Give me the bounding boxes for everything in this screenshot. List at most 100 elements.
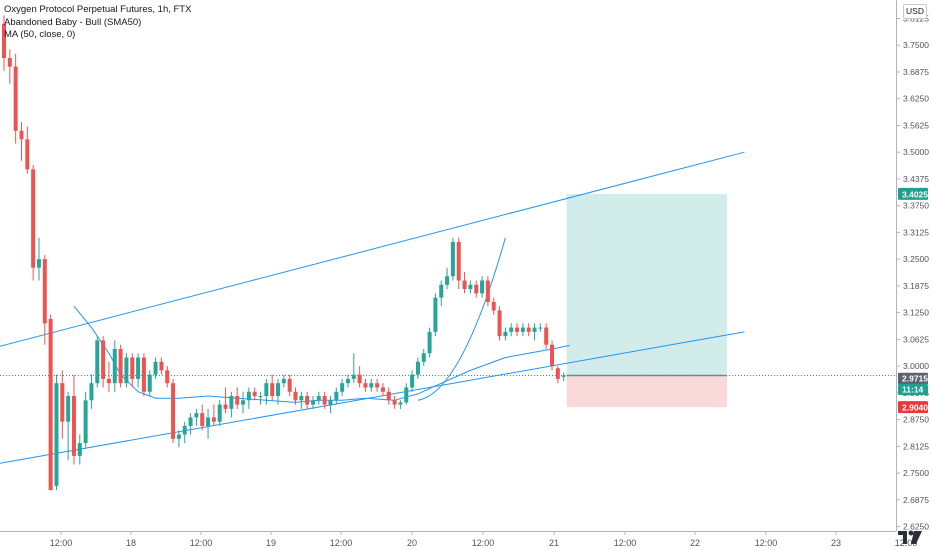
candle[interactable] — [31, 165, 36, 281]
candle[interactable] — [246, 387, 251, 409]
candle[interactable] — [445, 267, 450, 290]
candle[interactable] — [456, 237, 461, 290]
curved-trend-line[interactable] — [417, 237, 506, 401]
candle[interactable] — [241, 391, 246, 414]
candle[interactable] — [83, 391, 88, 448]
candle[interactable] — [480, 276, 485, 298]
candle[interactable] — [404, 383, 409, 405]
candle[interactable] — [555, 366, 560, 384]
candle[interactable] — [415, 357, 420, 379]
candle[interactable] — [509, 323, 514, 337]
candle[interactable] — [421, 348, 426, 367]
candle[interactable] — [36, 237, 41, 281]
candle[interactable] — [118, 344, 123, 388]
candle[interactable] — [293, 387, 298, 405]
candle[interactable] — [159, 357, 164, 375]
candle[interactable] — [538, 323, 543, 332]
candle[interactable] — [369, 378, 374, 392]
candle[interactable] — [223, 387, 228, 414]
candle[interactable] — [520, 323, 525, 337]
candle[interactable] — [95, 336, 100, 388]
candle[interactable] — [270, 374, 275, 401]
candle[interactable] — [147, 370, 152, 397]
candle[interactable] — [532, 323, 537, 341]
candle[interactable] — [194, 408, 199, 426]
candle[interactable] — [124, 353, 129, 388]
tradingview-logo-icon[interactable] — [897, 528, 923, 546]
candle[interactable] — [19, 122, 24, 161]
candle[interactable] — [7, 49, 12, 84]
lower-channel-line[interactable] — [0, 331, 745, 464]
candle[interactable] — [340, 378, 345, 397]
candle[interactable] — [25, 126, 30, 174]
currency-button[interactable]: USD — [903, 4, 927, 19]
candle[interactable] — [206, 408, 211, 439]
candle[interactable] — [357, 366, 362, 388]
candle[interactable] — [351, 353, 356, 384]
candle[interactable] — [60, 370, 65, 439]
candle[interactable] — [410, 370, 415, 392]
candle[interactable] — [89, 374, 94, 409]
candle[interactable] — [77, 434, 82, 465]
candle[interactable] — [200, 404, 205, 431]
candle[interactable] — [427, 327, 432, 358]
candle[interactable] — [66, 391, 71, 461]
candle[interactable] — [188, 413, 193, 435]
legend-title[interactable]: Oxygen Protocol Perpetual Futures, 1h, F… — [4, 4, 192, 15]
candle[interactable] — [106, 361, 111, 392]
candle[interactable] — [439, 280, 444, 307]
candle[interactable] — [497, 306, 502, 341]
candle[interactable] — [550, 340, 555, 371]
candle[interactable] — [468, 280, 473, 294]
candle[interactable] — [136, 353, 141, 388]
candle[interactable] — [211, 404, 216, 426]
candle[interactable] — [392, 396, 397, 409]
candles[interactable] — [2, 15, 566, 491]
candle[interactable] — [433, 293, 438, 337]
candle[interactable] — [328, 396, 333, 414]
legend-pattern-indicator[interactable]: Abandoned Baby - Bull (SMA50) — [4, 16, 142, 28]
candle[interactable] — [316, 391, 321, 405]
candle[interactable] — [153, 357, 158, 379]
candle[interactable] — [48, 314, 53, 491]
candle[interactable] — [112, 340, 117, 392]
candle[interactable] — [235, 387, 240, 409]
candle[interactable] — [2, 15, 6, 71]
candle[interactable] — [491, 297, 496, 315]
candle[interactable] — [141, 353, 146, 397]
candle[interactable] — [310, 396, 315, 409]
candle[interactable] — [515, 323, 520, 337]
candle[interactable] — [13, 53, 18, 144]
candle[interactable] — [334, 387, 339, 405]
legend-ma-indicator[interactable]: MA (50, close, 0) — [4, 29, 76, 40]
candle[interactable] — [281, 374, 286, 388]
candle[interactable] — [398, 400, 403, 409]
candle[interactable] — [474, 280, 479, 298]
candle[interactable] — [305, 391, 310, 409]
candle[interactable] — [526, 323, 531, 337]
candle[interactable] — [485, 276, 490, 307]
candle[interactable] — [544, 323, 549, 349]
candle[interactable] — [42, 254, 47, 345]
candle[interactable] — [229, 391, 234, 418]
candle[interactable] — [264, 378, 269, 405]
candle[interactable] — [287, 374, 292, 397]
candle[interactable] — [276, 378, 281, 405]
candle[interactable] — [345, 374, 350, 388]
candle[interactable] — [171, 378, 176, 444]
candle[interactable] — [71, 374, 76, 465]
candle[interactable] — [176, 430, 181, 448]
candle[interactable] — [462, 271, 467, 294]
candle[interactable] — [182, 421, 187, 444]
candle[interactable] — [450, 237, 455, 281]
candle[interactable] — [101, 336, 106, 388]
candle[interactable] — [165, 366, 170, 388]
candle[interactable] — [375, 378, 380, 392]
candle[interactable] — [380, 383, 385, 397]
candle[interactable] — [386, 387, 391, 405]
candle[interactable] — [322, 391, 327, 409]
trend-drawings[interactable] — [0, 151, 745, 464]
candle[interactable] — [217, 400, 222, 426]
